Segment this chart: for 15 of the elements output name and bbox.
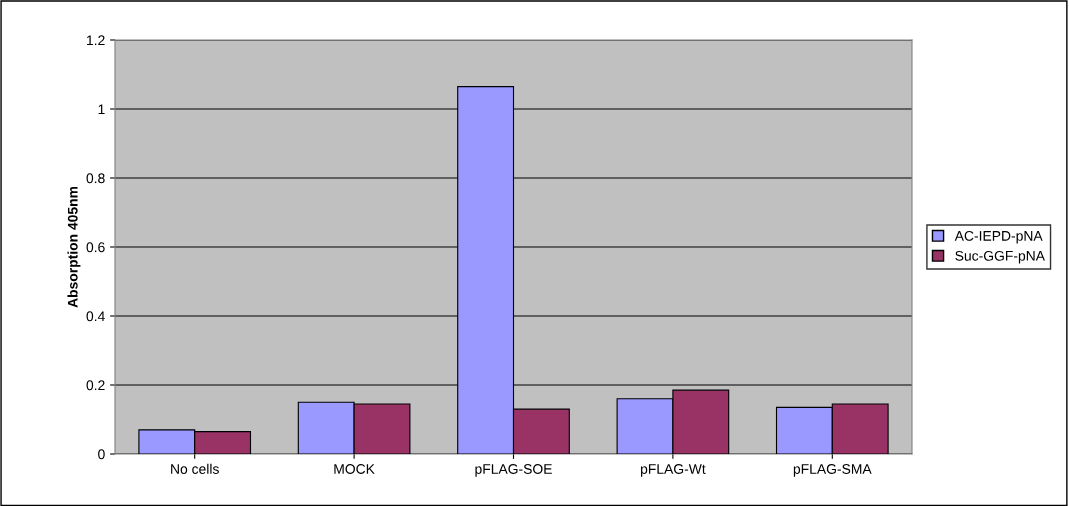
- y-tick-label: 0.6: [86, 242, 105, 253]
- y-tick-label: 0: [98, 449, 105, 460]
- y-tick-label: 0.4: [86, 311, 105, 322]
- x-tick-label: pFLAG-SMA: [793, 464, 872, 477]
- x-tick-label: pFLAG-SOE: [475, 464, 552, 477]
- y-tick-label: 0.8: [86, 173, 105, 184]
- x-tick-label: MOCK: [334, 464, 375, 474]
- y-tick-label: 1.2: [87, 35, 105, 46]
- x-tick-label: No cells: [171, 463, 219, 474]
- y-tick-label: 1: [98, 104, 105, 115]
- y-axis-title: Absorption 405nm: [67, 186, 81, 308]
- x-tick-label: pFLAG-Wt: [641, 464, 706, 477]
- legend-label: AC-IEPD-pNA: [954, 230, 1043, 244]
- legend-label: Suc-GGF-pNA: [955, 250, 1045, 264]
- y-tick-label: 0.2: [86, 380, 105, 391]
